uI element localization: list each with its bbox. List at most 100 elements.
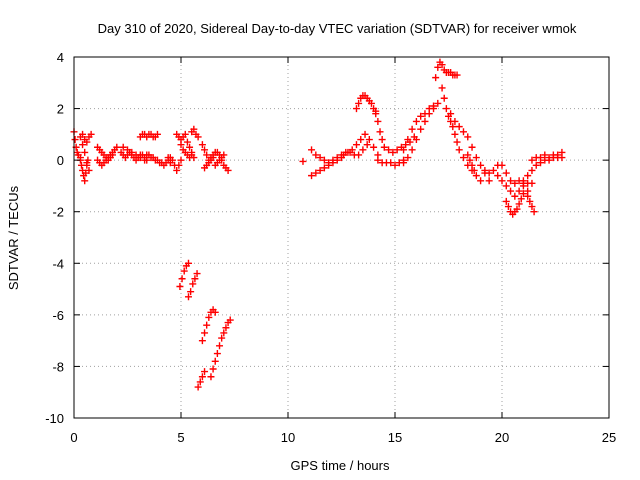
data-point	[451, 130, 459, 138]
data-point	[316, 154, 324, 162]
data-point	[361, 130, 369, 138]
series-arc-11	[164, 154, 185, 174]
data-point	[507, 187, 515, 195]
data-point	[340, 151, 348, 159]
data-point	[537, 154, 545, 162]
series-arc-22	[194, 368, 209, 391]
data-point	[357, 136, 365, 144]
data-point	[365, 136, 373, 144]
data-point	[558, 148, 566, 156]
data-point	[82, 169, 90, 177]
data-point	[430, 105, 438, 113]
data-point	[526, 197, 534, 205]
data-point	[180, 267, 188, 275]
y-axis-title: SDTVAR / TECUs	[6, 185, 21, 290]
data-point	[207, 373, 215, 381]
data-point	[190, 125, 198, 133]
y-tick-label: 0	[57, 153, 64, 168]
y-tick-label: 4	[57, 50, 64, 65]
data-point	[359, 146, 367, 154]
x-tick-label: 25	[602, 430, 616, 445]
data-point	[541, 151, 549, 159]
data-point	[141, 156, 149, 164]
data-point	[79, 130, 87, 138]
data-point	[545, 154, 553, 162]
data-point	[213, 350, 221, 358]
data-point	[464, 133, 472, 141]
data-point	[519, 177, 527, 185]
data-point	[494, 172, 502, 180]
series-arc-27	[340, 130, 382, 159]
data-point	[367, 99, 375, 107]
data-point	[425, 110, 433, 118]
data-point	[181, 130, 189, 138]
data-point	[554, 151, 562, 159]
data-point	[191, 275, 199, 283]
data-point	[472, 172, 480, 180]
data-point	[532, 161, 540, 169]
data-point	[363, 141, 371, 149]
data-point	[312, 151, 320, 159]
data-point	[216, 342, 224, 350]
data-point	[81, 148, 89, 156]
y-tick-labels: -10 -8 -6 -4 -2 0 2 4	[45, 50, 64, 426]
data-point	[432, 74, 440, 82]
y-tick-label: -8	[52, 359, 64, 374]
data-point	[502, 182, 510, 190]
data-point	[87, 130, 95, 138]
data-point	[530, 208, 538, 216]
data-point	[485, 169, 493, 177]
data-point	[528, 156, 536, 164]
data-point	[211, 308, 219, 316]
data-point	[504, 203, 512, 211]
data-point	[417, 112, 425, 120]
data-point	[194, 383, 202, 391]
data-point	[352, 141, 360, 149]
data-point	[389, 148, 397, 156]
data-point	[222, 324, 230, 332]
data-point	[308, 172, 316, 180]
data-point	[472, 154, 480, 162]
series-arc-14	[188, 125, 202, 141]
series-arc-26	[308, 154, 345, 180]
data-point	[477, 177, 485, 185]
data-point	[528, 203, 536, 211]
data-point	[333, 156, 341, 164]
series-arc-24	[299, 157, 307, 165]
data-point	[434, 63, 442, 71]
series-arc-23	[207, 316, 234, 381]
data-point	[211, 357, 219, 365]
data-point	[344, 148, 352, 156]
data-point	[84, 156, 92, 164]
data-point	[153, 130, 161, 138]
x-tick-label: 0	[70, 430, 77, 445]
plot-frame	[73, 56, 610, 419]
data-point	[404, 136, 412, 144]
series-arc-4	[79, 130, 95, 146]
data-point	[507, 177, 515, 185]
data-point	[184, 293, 192, 301]
data-point	[387, 159, 395, 167]
data-point	[421, 117, 429, 125]
data-point	[511, 179, 519, 187]
data-point	[455, 123, 463, 131]
data-point	[198, 337, 206, 345]
data-point	[515, 187, 523, 195]
data-point	[376, 128, 384, 136]
grid-layer	[74, 57, 609, 418]
data-point	[528, 179, 536, 187]
data-point	[299, 157, 307, 165]
series-arc-41	[528, 148, 566, 164]
data-point	[201, 368, 209, 376]
data-point	[79, 141, 87, 149]
data-point	[316, 166, 324, 174]
data-point	[176, 282, 184, 290]
data-point	[113, 143, 121, 151]
data-point	[71, 136, 79, 144]
data-point	[438, 84, 446, 92]
series-arc-34	[438, 84, 485, 185]
data-point	[453, 71, 461, 79]
data-point	[132, 151, 140, 159]
data-point	[378, 136, 386, 144]
y-tick-label: 2	[57, 102, 64, 117]
